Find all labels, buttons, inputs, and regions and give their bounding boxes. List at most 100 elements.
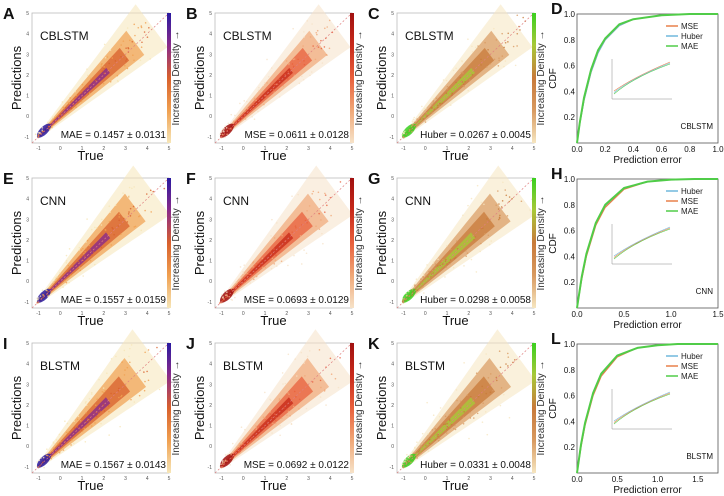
colorbar	[532, 178, 536, 308]
panel-letter: H	[551, 166, 563, 183]
identity-line	[214, 177, 353, 309]
scatter-point	[466, 394, 469, 396]
y-tick-label: 1	[209, 259, 212, 265]
scatter-point	[419, 452, 422, 455]
scatter-point	[117, 225, 119, 227]
scatter-point	[140, 229, 143, 232]
scatter-point	[411, 120, 414, 122]
scatter-point	[445, 258, 447, 261]
scatter-point	[412, 118, 415, 121]
scatter-point	[64, 279, 66, 282]
scatter-point	[78, 246, 81, 249]
scatter-point	[90, 77, 92, 80]
y-tick-label: 3	[391, 52, 394, 58]
scatter-point	[445, 79, 448, 82]
x-tick-label: 5	[533, 311, 536, 317]
scatter-point	[419, 280, 422, 283]
x-tick-label: 3	[307, 311, 310, 317]
scatter-point	[424, 107, 427, 110]
scatter-point	[52, 450, 54, 452]
scatter-point	[497, 65, 500, 67]
scatter-point	[324, 194, 327, 196]
scatter-point	[224, 294, 227, 297]
scatter-point	[82, 275, 85, 277]
scatter-point	[111, 57, 114, 59]
scatter-point	[516, 14, 519, 17]
y-tick-label: 2	[209, 403, 212, 409]
scatter-point	[288, 63, 290, 66]
scatter-point	[278, 398, 281, 400]
scatter-point	[56, 276, 58, 278]
scatter-point	[512, 45, 515, 48]
scatter-point	[487, 234, 490, 237]
scatter-point	[486, 433, 489, 436]
scatter-point	[90, 425, 93, 427]
scatter-point	[484, 411, 487, 413]
scatter-point	[314, 58, 317, 61]
scatter-point	[229, 463, 231, 466]
scatter-point	[218, 302, 221, 304]
scatter-point	[444, 415, 447, 418]
scatter-point	[72, 442, 75, 445]
y-tick-label: 0.8	[564, 36, 576, 45]
scatter-point	[422, 272, 425, 275]
x-tick-label: 1.0	[712, 145, 724, 154]
scatter-point	[444, 260, 447, 263]
scatter-point	[43, 466, 45, 469]
scatter-point	[445, 432, 448, 434]
scatter-point	[62, 449, 65, 451]
scatter-point	[100, 422, 102, 425]
colorbar-label: Increasing Density →	[171, 195, 182, 290]
scatter-point	[284, 74, 286, 76]
scatter-point	[80, 249, 82, 251]
scatter-point	[465, 250, 467, 252]
scatter-point	[226, 133, 228, 136]
legend-label: MAE	[681, 372, 698, 381]
scatter-point	[318, 212, 320, 215]
scatter-point	[57, 119, 60, 122]
scatter-point	[145, 193, 148, 195]
scatter-point	[93, 263, 96, 266]
scatter-point	[276, 222, 278, 224]
model-label: CBLSTM	[405, 29, 454, 43]
scatter-point	[129, 215, 132, 217]
scatter-point	[500, 206, 503, 208]
scatter-point	[128, 211, 130, 213]
y-tick-label: 4	[209, 362, 212, 368]
scatter-point	[88, 92, 91, 95]
x-tick-label: -1	[219, 476, 224, 482]
scatter-point	[46, 454, 49, 457]
x-tick-label: 0	[242, 146, 245, 152]
scatter-point	[480, 201, 483, 204]
x-tick-label: 3	[489, 311, 492, 317]
scatter-point	[496, 379, 498, 382]
scatter-point	[439, 407, 442, 409]
scatter-point	[223, 127, 225, 130]
scatter-point	[252, 262, 254, 264]
scatter-point	[288, 393, 290, 396]
scatter-point	[34, 133, 37, 136]
scatter-point	[427, 432, 429, 435]
scatter-point	[436, 106, 439, 109]
scatter-point	[474, 46, 477, 49]
scatter-point	[274, 253, 277, 256]
scatter-point	[455, 81, 457, 84]
metric-label: Huber = 0.0331 ± 0.0048	[420, 460, 531, 471]
scatter-point	[408, 455, 411, 458]
scatter-point	[147, 379, 150, 382]
scatter-point	[114, 60, 117, 62]
scatter-point	[255, 99, 257, 102]
metric-label: MAE = 0.1567 ± 0.0143	[61, 460, 167, 471]
scatter-point	[138, 215, 141, 217]
scatter-point	[143, 31, 146, 33]
scatter-point	[83, 252, 85, 255]
y-tick-label: 3	[26, 382, 29, 388]
scatter-point	[300, 351, 303, 354]
colorbar-label: Increasing Density →	[171, 360, 182, 455]
scatter-point	[230, 113, 233, 116]
x-tick-label: 3	[489, 146, 492, 152]
scatter-point	[498, 59, 500, 62]
scatter-point	[253, 97, 256, 100]
scatter-point	[84, 402, 87, 404]
density-core	[401, 123, 416, 138]
